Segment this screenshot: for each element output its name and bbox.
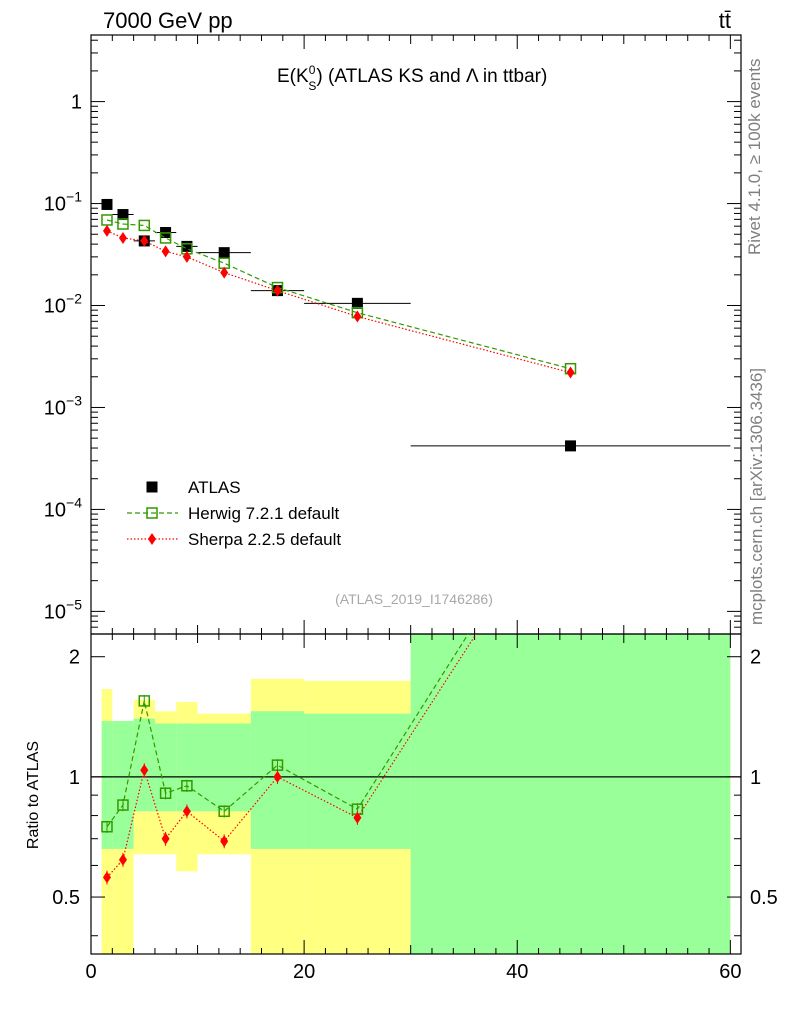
series-2-point [566,366,575,379]
main-ytick-label: 10−1 [44,189,82,216]
legend-marker-0 [146,481,158,493]
series-2-point [273,284,282,297]
ytick-base: 10 [44,296,66,318]
series-2-point [140,234,149,247]
band-inner-5 [197,723,251,812]
main-ytick-label: 10−4 [44,494,82,521]
ratio-ylabel: Ratio to ATLAS [25,741,42,849]
legend: ATLAS Herwig 7.2.1 default Sherpa 2.2.5 de… [127,478,341,549]
herwig-ratio-point [138,695,151,707]
ratio-ytick-label-right: 2 [750,647,761,669]
series-line-1 [106,219,571,370]
series-2-point [102,224,111,237]
series-0-point [181,240,193,252]
herwig-ratio-point [218,805,230,818]
header-right: tt̄ [719,8,731,33]
series-0-point [117,209,129,221]
title-sub: S [308,79,316,93]
x-tick-label: 20 [293,961,315,983]
series-2-point [161,245,170,258]
series-0-point [351,297,363,309]
band-inner-4 [176,723,198,812]
ratio-ytick-label: 1 [69,767,80,789]
chart-title: E(K0 S) (ATLAS KS and Λ in ttbar) [277,63,547,93]
ytick-exp: −2 [66,291,82,307]
series-2-point [220,266,229,279]
series-2-point [182,250,191,263]
legend-label-0: ATLAS [188,478,241,497]
legend-marker-2 [148,533,156,545]
ytick-base: 10 [44,601,66,623]
sherpa-ratio-point [118,853,127,866]
series-1-point [117,218,129,230]
sherpa-ratio-point [220,835,229,848]
sherpa-ratio-point [140,764,149,777]
series-1-point [138,219,151,232]
herwig-ratio-point [181,780,193,792]
series-0-point [565,440,577,452]
ratio-series [101,634,477,885]
ratio-ytick-label-right: 0.5 [750,887,778,909]
title-sup: 0 [309,63,316,77]
series-1-point [159,232,172,244]
x-tick-label: 40 [506,961,528,983]
legend-marker-1 [146,507,158,519]
ytick-base: 10 [44,194,66,216]
title-suffix: ) (ATLAS KS and Λ in ttbar) [316,66,547,87]
ytick-exp: −1 [66,189,82,205]
ytick-exp: −5 [66,596,82,612]
ytick-exp: −4 [66,494,82,510]
ratio-frame [90,633,742,955]
main-ytick-label: 10−2 [44,291,82,318]
herwig-ratio-point [117,799,129,811]
ratio-ytick-label-right: 1 [750,767,761,789]
x-tick-label: 0 [85,961,96,983]
ratio-ytick-label: 2 [69,647,80,669]
band-inner-8 [410,634,731,954]
band-inner-0 [101,721,113,849]
series-2-point [353,310,362,323]
watermark: (ATLAS_2019_I1746286) [335,591,493,607]
sherpa-ratio-point [182,805,191,818]
main-ytick-label: 1 [71,92,82,114]
legend-label-1: Herwig 7.2.1 default [188,504,339,523]
series-2-point [118,231,127,244]
sherpa-ratio-point [353,811,362,824]
series-0-point [101,198,113,210]
band-inner-7 [304,713,411,849]
ytick-exp: −3 [66,392,82,408]
x-tick-label: 60 [719,961,741,983]
mcplots-label: mcplots.cern.ch [arXiv:1306.3436] [747,368,766,625]
series-0-point [218,247,230,259]
sherpa-ratio-point [273,770,282,783]
herwig-ratio-point [101,821,113,833]
sherpa-ratio-point [102,871,111,884]
main-ytick-label: 10−5 [44,596,82,623]
title-prefix: E(K [277,66,309,87]
header-left: 7000 GeV pp [103,8,233,33]
main-series [101,198,731,452]
rivet-label: Rivet 4.1.0, ≥ 100k events [745,59,764,255]
band-inner-1 [112,721,134,849]
sherpa-ratio-point [161,832,170,845]
legend-label-2: Sherpa 2.2.5 default [188,530,341,549]
sherpa-ratio-line [106,634,477,878]
main-ytick-label: 10−3 [44,392,82,419]
ytick-base: 10 [44,397,66,419]
ytick-base: 10 [44,499,66,521]
ratio-ytick-label: 0.5 [52,887,80,909]
herwig-ratio-point [159,787,172,799]
